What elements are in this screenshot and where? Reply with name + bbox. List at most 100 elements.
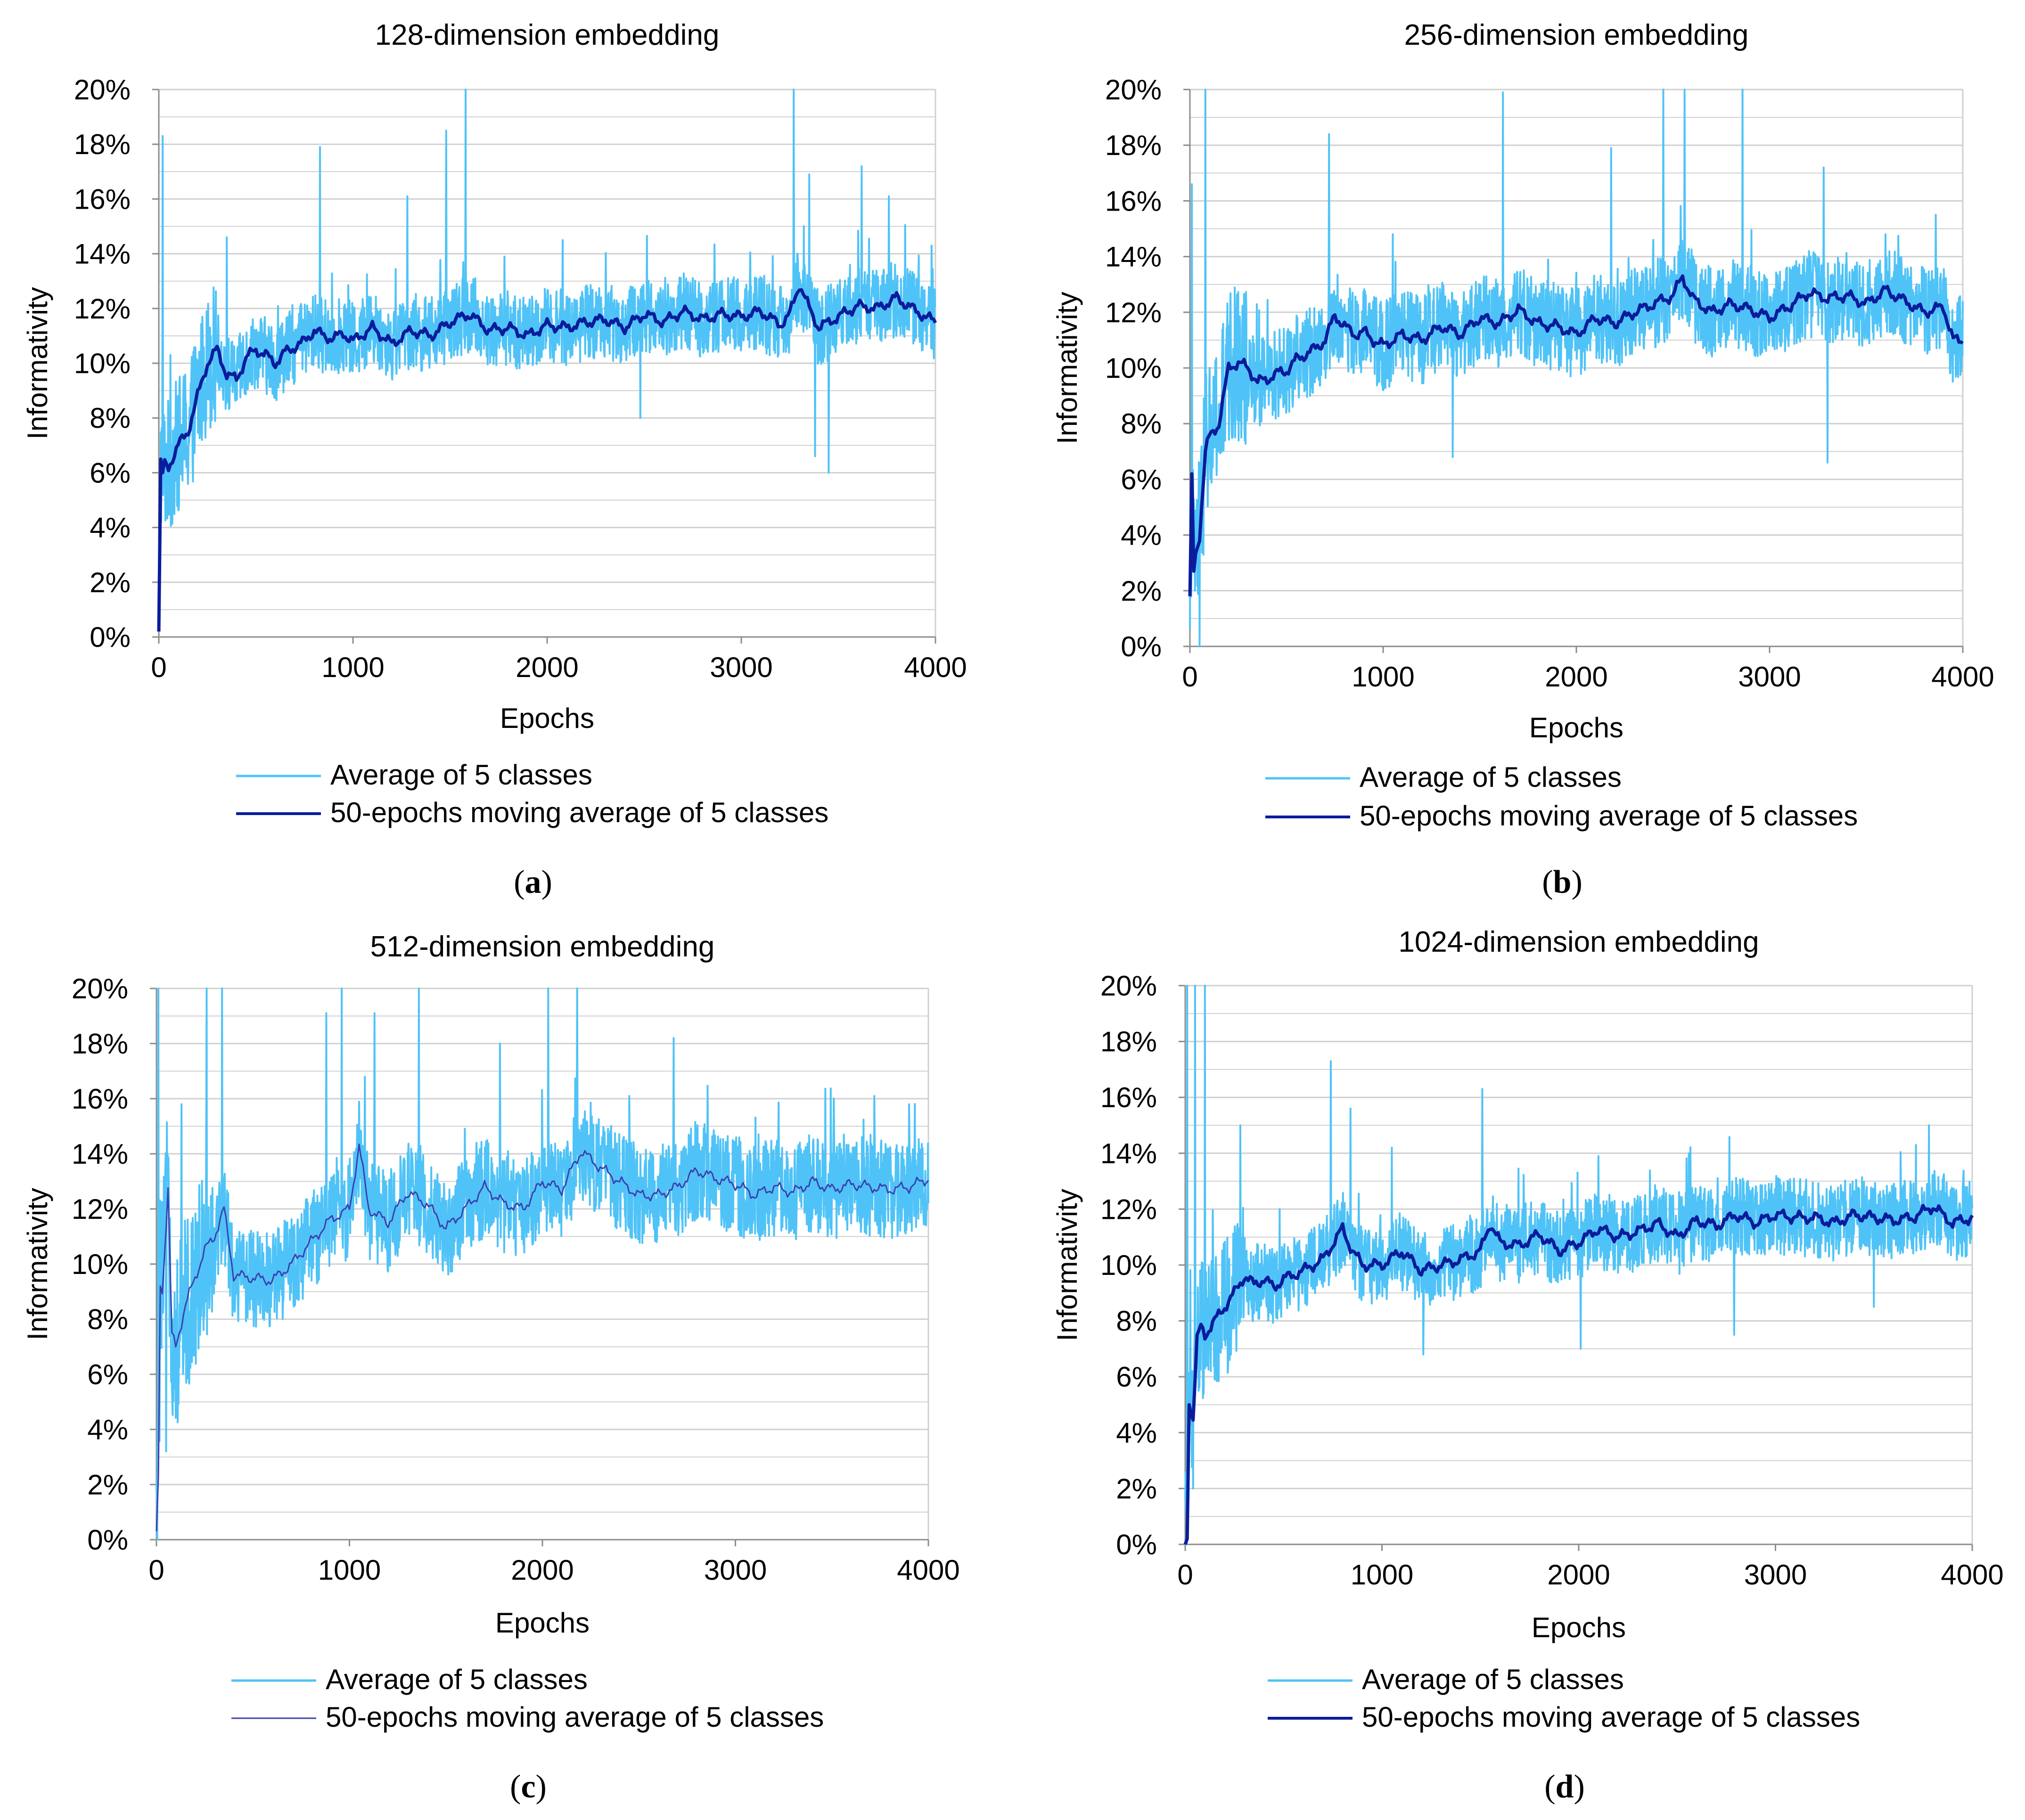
y-tick-label: 4% <box>1116 1417 1157 1449</box>
y-axis-title: Informativity <box>22 287 53 439</box>
x-axis-title: Epochs <box>495 1607 590 1639</box>
y-axis-title: Informativity <box>22 1188 53 1340</box>
y-tick-label: 18% <box>72 1028 128 1060</box>
legend-label-moving-average: 50-epochs moving average of 5 classes <box>1362 1701 1860 1733</box>
series-line-average-of-5-classes <box>156 988 929 1541</box>
y-tick-label: 10% <box>1100 1249 1157 1281</box>
y-tick-label: 10% <box>1105 352 1162 384</box>
chart-panel-b: 256-dimension embedding 0% 2% 4% 6% 8% 10% 12% 1… <box>1051 19 1994 900</box>
x-tick-label: 1000 <box>1352 661 1414 693</box>
x-tick-label: 1000 <box>318 1554 381 1586</box>
y-tick-label: 18% <box>74 129 131 160</box>
series-line-average-of-5-classes <box>1189 89 1964 647</box>
y-tick-label: 16% <box>74 183 131 215</box>
panel-caption: (a) <box>514 864 552 900</box>
y-tick-label: 18% <box>1100 1026 1157 1058</box>
y-axis-title: Informativity <box>1051 292 1083 444</box>
series-line-average-of-5-classes <box>1184 985 1973 1545</box>
y-tick-label: 12% <box>72 1193 128 1225</box>
y-tick-label: 12% <box>1100 1193 1157 1225</box>
y-tick-label: 0% <box>1116 1529 1157 1560</box>
legend-label-average: Average of 5 classes <box>1360 761 1622 793</box>
y-tick-label: 4% <box>1121 520 1162 551</box>
y-tick-label: 14% <box>1105 241 1162 273</box>
legend-label-moving-average: 50-epochs moving average of 5 classes <box>330 797 828 828</box>
y-tick-label: 2% <box>90 567 131 598</box>
y-tick-label: 10% <box>72 1249 128 1280</box>
legend-label-average: Average of 5 classes <box>330 759 592 791</box>
y-tick-label: 2% <box>1121 575 1162 607</box>
x-tick-label: 2000 <box>516 652 578 683</box>
y-tick-label: 12% <box>74 293 131 325</box>
x-axis-title: Epochs <box>1529 712 1623 743</box>
y-tick-label: 0% <box>1121 631 1162 662</box>
y-tick-label: 20% <box>74 74 131 106</box>
y-tick-label: 6% <box>1116 1361 1157 1393</box>
x-tick-label: 4000 <box>904 652 967 683</box>
y-tick-label: 2% <box>87 1469 128 1501</box>
chart-panel-a: 128-dimension embedding 0% 2% 4% 6% 8% 10% 12% 1… <box>22 19 967 900</box>
y-tick-label: 20% <box>1100 970 1157 1002</box>
y-tick-label: 8% <box>1116 1306 1157 1337</box>
x-tick-label: 1000 <box>1351 1559 1413 1591</box>
x-tick-label: 0 <box>1177 1559 1193 1591</box>
y-tick-label: 20% <box>72 973 128 1004</box>
y-tick-label: 8% <box>87 1304 128 1335</box>
y-tick-label: 8% <box>1121 408 1162 440</box>
x-tick-label: 1000 <box>321 652 384 683</box>
x-tick-label: 0 <box>151 652 166 683</box>
legend-label-moving-average: 50-epochs moving average of 5 classes <box>326 1701 824 1733</box>
y-tick-label: 4% <box>87 1414 128 1445</box>
y-axis-title: Informativity <box>1051 1189 1083 1341</box>
y-tick-label: 6% <box>87 1359 128 1390</box>
series-line-average-of-5-classes <box>158 89 936 602</box>
y-tick-label: 18% <box>1105 130 1162 161</box>
chart-title: 256-dimension embedding <box>1404 19 1749 51</box>
chart-title: 128-dimension embedding <box>375 19 720 51</box>
x-tick-label: 4000 <box>1931 661 1994 693</box>
panel-caption: (b) <box>1542 864 1582 900</box>
series-line-50-epochs-moving-average <box>157 288 937 632</box>
legend-label-average: Average of 5 classes <box>326 1664 588 1695</box>
x-tick-label: 3000 <box>1744 1559 1807 1591</box>
y-tick-label: 12% <box>1105 297 1162 328</box>
x-tick-label: 2000 <box>1545 661 1607 693</box>
x-tick-label: 3000 <box>704 1554 767 1586</box>
y-tick-label: 20% <box>1105 74 1162 106</box>
y-tick-label: 8% <box>90 402 131 434</box>
y-tick-label: 6% <box>90 457 131 489</box>
y-tick-label: 4% <box>90 512 131 544</box>
x-axis-title: Epochs <box>500 702 594 734</box>
series-line-50-epochs-moving-average <box>156 1143 929 1532</box>
legend-label-average: Average of 5 classes <box>1362 1664 1624 1695</box>
chart-panel-c: 512-dimension embedding 0% 2% 4% 6% 8% 10% 12% 1… <box>22 930 960 1805</box>
y-tick-label: 14% <box>72 1138 128 1170</box>
x-tick-label: 2000 <box>1547 1559 1610 1591</box>
y-tick-label: 2% <box>1116 1473 1157 1504</box>
x-tick-label: 3000 <box>710 652 772 683</box>
x-tick-label: 4000 <box>897 1554 959 1586</box>
y-tick-label: 16% <box>1105 185 1162 217</box>
y-tick-label: 6% <box>1121 464 1162 495</box>
y-tick-label: 14% <box>1100 1138 1157 1169</box>
chart-title: 1024-dimension embedding <box>1398 926 1759 958</box>
x-tick-label: 3000 <box>1738 661 1801 693</box>
x-tick-label: 0 <box>148 1554 164 1586</box>
x-axis-title: Epochs <box>1532 1612 1626 1643</box>
panel-caption: (d) <box>1544 1769 1585 1805</box>
series-line-50-epochs-moving-average <box>1183 1204 1974 1545</box>
x-tick-label: 0 <box>1182 661 1197 693</box>
series-line-50-epochs-moving-average <box>1188 274 1964 596</box>
chart-title: 512-dimension embedding <box>370 930 715 963</box>
legend-label-moving-average: 50-epochs moving average of 5 classes <box>1360 800 1858 832</box>
panel-caption: (c) <box>510 1769 547 1805</box>
y-tick-label: 14% <box>74 238 131 270</box>
y-tick-label: 16% <box>72 1083 128 1115</box>
y-tick-label: 16% <box>1100 1082 1157 1113</box>
y-tick-label: 0% <box>87 1524 128 1556</box>
x-tick-label: 4000 <box>1941 1559 2003 1591</box>
x-tick-label: 2000 <box>511 1554 574 1586</box>
chart-panel-d: 1024-dimension embedding 0% 2% 4% 6% 8% 10% 12%… <box>1051 926 2004 1805</box>
y-tick-label: 0% <box>90 621 131 653</box>
